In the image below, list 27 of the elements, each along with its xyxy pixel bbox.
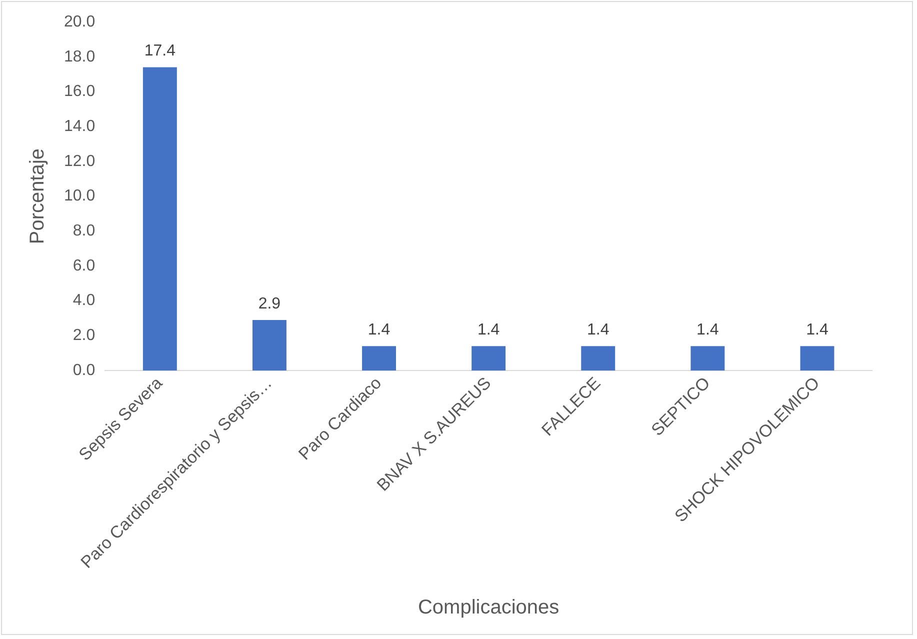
y-tick-label: 16.0 [64, 83, 96, 100]
data-label: 1.4 [806, 322, 828, 339]
y-tick-label: 10.0 [64, 188, 96, 205]
y-tick-label: 20.0 [64, 13, 96, 30]
y-tick-label: 14.0 [64, 118, 96, 135]
data-label: 1.4 [368, 322, 390, 339]
bar [252, 320, 286, 371]
data-label: 1.4 [586, 322, 610, 339]
y-tick-label: 18.0 [64, 48, 96, 66]
y-tick-label: 12.0 [64, 152, 96, 170]
data-label: 1.4 [477, 322, 500, 339]
bar [142, 67, 177, 371]
y-axis-title: Porcentaje [26, 148, 49, 244]
bar [690, 346, 725, 371]
y-tick-label: 0.0 [72, 362, 96, 379]
bar [472, 346, 506, 371]
data-label: 2.9 [258, 295, 281, 312]
y-tick-label: 6.0 [72, 257, 96, 274]
bar [800, 346, 834, 371]
data-label: 17.4 [144, 42, 176, 60]
data-label: 1.4 [696, 322, 719, 339]
y-tick-label: 4.0 [72, 292, 96, 310]
x-axis-title: Complicaciones [418, 596, 560, 619]
bar [362, 346, 396, 371]
bar [581, 346, 616, 371]
y-tick-label: 8.0 [72, 222, 96, 240]
y-tick-label: 2.0 [72, 327, 96, 344]
